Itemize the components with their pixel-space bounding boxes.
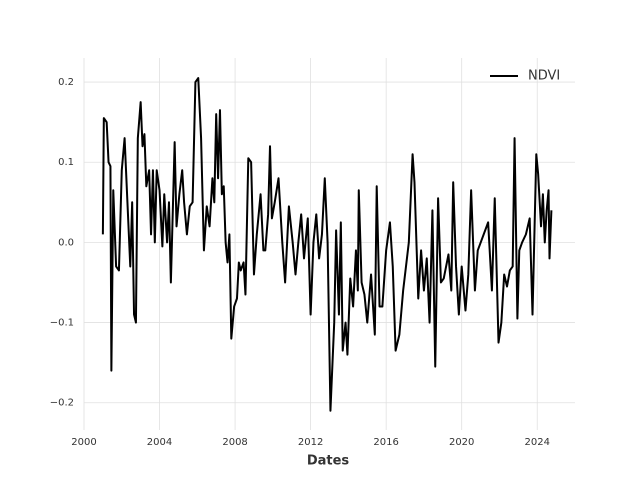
data-line — [101, 77, 553, 412]
x-tick-label: 2000 — [71, 437, 96, 448]
y-tick-label: 0.0 — [58, 237, 74, 248]
y-tick-label: 0.1 — [58, 157, 74, 168]
y-tick-label: 0.2 — [58, 77, 74, 88]
y-tick-label: −0.1 — [50, 318, 74, 329]
x-tick-label: 2020 — [449, 437, 474, 448]
x-axis-label: Dates — [307, 454, 350, 469]
x-tick-label: 2024 — [525, 437, 550, 448]
legend-label: NDVI — [528, 69, 560, 84]
x-tick-label: 2016 — [373, 437, 398, 448]
x-tick-label: 2008 — [222, 437, 247, 448]
x-tick-label: 2012 — [298, 437, 323, 448]
x-tick-label: 2004 — [147, 437, 172, 448]
y-tick-label: −0.2 — [50, 398, 74, 409]
